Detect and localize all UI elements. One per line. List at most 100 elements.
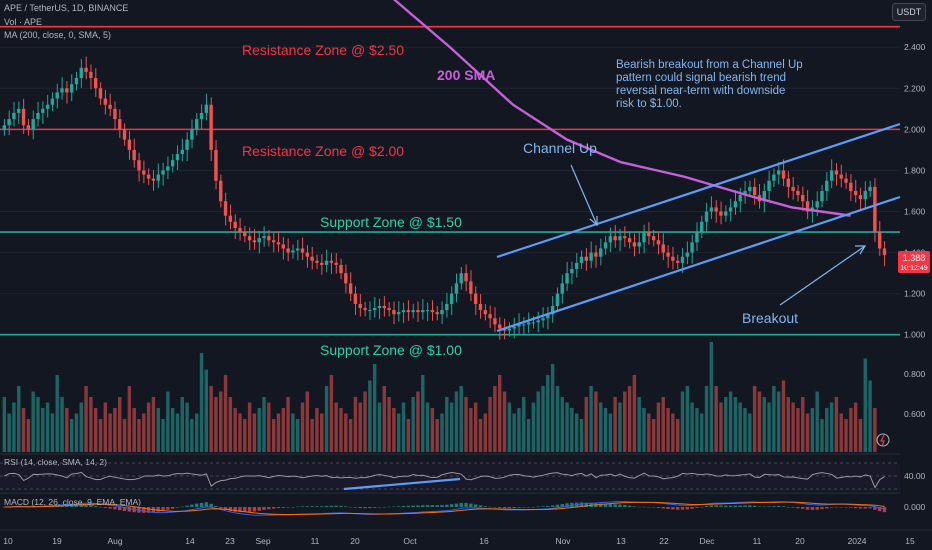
volume-bar [627,386,632,452]
volume-bar [488,397,492,452]
annotation-note: Bearish breakout from a Channel Up patter… [616,59,803,110]
volume-bar [834,397,839,452]
macd-hist-bar [805,507,810,510]
candle-body [767,180,771,191]
macd-hist-bar [276,507,281,509]
candle-body [507,328,512,331]
macd-hist-bar [599,503,603,507]
candle-body [166,166,170,171]
candle-body [704,211,709,222]
time-tick-label: 15 [905,536,915,546]
macd-hist-bar [829,507,834,508]
candle-body [170,160,175,167]
volume-bar [757,391,762,452]
rsi-line [4,471,885,489]
macd-hist-bar [98,506,103,508]
macd-hist-bar [93,505,98,507]
candle-body [252,240,257,243]
candle-body [291,250,295,253]
macd-hist-bar [584,502,588,507]
volume-bar [690,402,694,452]
macd-hist-bar [247,507,252,512]
breakout-arrow-head [855,245,867,255]
candle-body [348,283,353,294]
volume-bar [406,419,411,452]
macd-hist-bar [608,503,613,507]
ma-legend[interactable]: MA (200, close, 0, SMA, 5) [4,30,112,40]
macd-hist-bar [651,507,656,508]
volume-legend[interactable]: Vol · APE [4,17,43,27]
volume-bar [243,419,247,452]
volume-bar [752,386,757,452]
candle-body [584,256,588,261]
volume-bar [161,419,165,452]
macd-hist-bar [632,506,637,507]
candle-body [324,260,329,265]
macd-hist-bar [89,505,93,507]
volume-bar [781,380,786,452]
macd-hist-bar [507,507,512,509]
macd-hist-bar [801,507,805,509]
macd-hist-bar [368,507,372,509]
candle-body [17,108,21,113]
volume-bar [546,375,550,452]
volume-bar [411,397,415,452]
macd-hist-bar [69,505,74,507]
candle-body [743,190,747,196]
candle-body [627,238,632,243]
volume-bar [26,419,31,452]
candle-body [546,314,550,319]
candle-body [21,108,26,126]
volume-bar [118,397,122,452]
price-tick-label: 1.000 [904,330,926,340]
macd-hist-bar [209,503,213,507]
currency-button[interactable]: USDT [892,3,926,21]
volume-bar [738,402,742,452]
macd-hist-bar [618,504,622,507]
volume-bar [377,402,382,452]
volume-bar [666,408,670,452]
volume-bar [536,391,540,452]
candle-body [334,262,338,265]
volume-bar [41,408,45,452]
macd-hist-bar [517,507,521,508]
candle-body [541,318,545,321]
candle-body [344,273,348,284]
macd-hist-bar [536,506,540,508]
volume-bar [594,391,598,452]
channel-lower-line[interactable] [496,195,901,333]
symbol-legend[interactable]: APE / TetherUS, 1D, BINANCE [4,3,129,13]
price-tick-label: 1.200 [904,289,926,299]
candle-body [560,283,564,294]
macd-hist-bar [796,507,800,509]
volume-bar [709,342,714,452]
lightning-icon[interactable] [876,433,890,447]
candle-body [276,242,281,245]
volume-bar [796,408,800,452]
volume-bar [363,391,367,452]
macd-hist-bar [108,507,112,509]
candle-body [363,308,367,311]
candle-body [565,273,569,284]
candle-body [517,324,521,327]
candle-body [416,310,420,313]
candle-body [209,104,213,150]
volume-bar [570,408,574,452]
candle-body [219,180,223,202]
candle-body [146,174,151,179]
volume-bar [421,375,425,452]
volume-bar [695,408,699,452]
candle-body [118,119,122,130]
macd-hist-bar [531,506,536,508]
volume-bar [209,386,213,452]
candle-body [74,78,79,85]
macd-hist-bar [603,503,608,507]
macd-hist-bar [190,504,194,507]
macd-hist-bar [84,504,88,507]
volume-bar [50,413,55,452]
macd-hist-bar [2,507,7,508]
volume-bar [233,408,237,452]
channel-upper-line[interactable] [496,122,901,259]
volume-bar [776,391,781,452]
